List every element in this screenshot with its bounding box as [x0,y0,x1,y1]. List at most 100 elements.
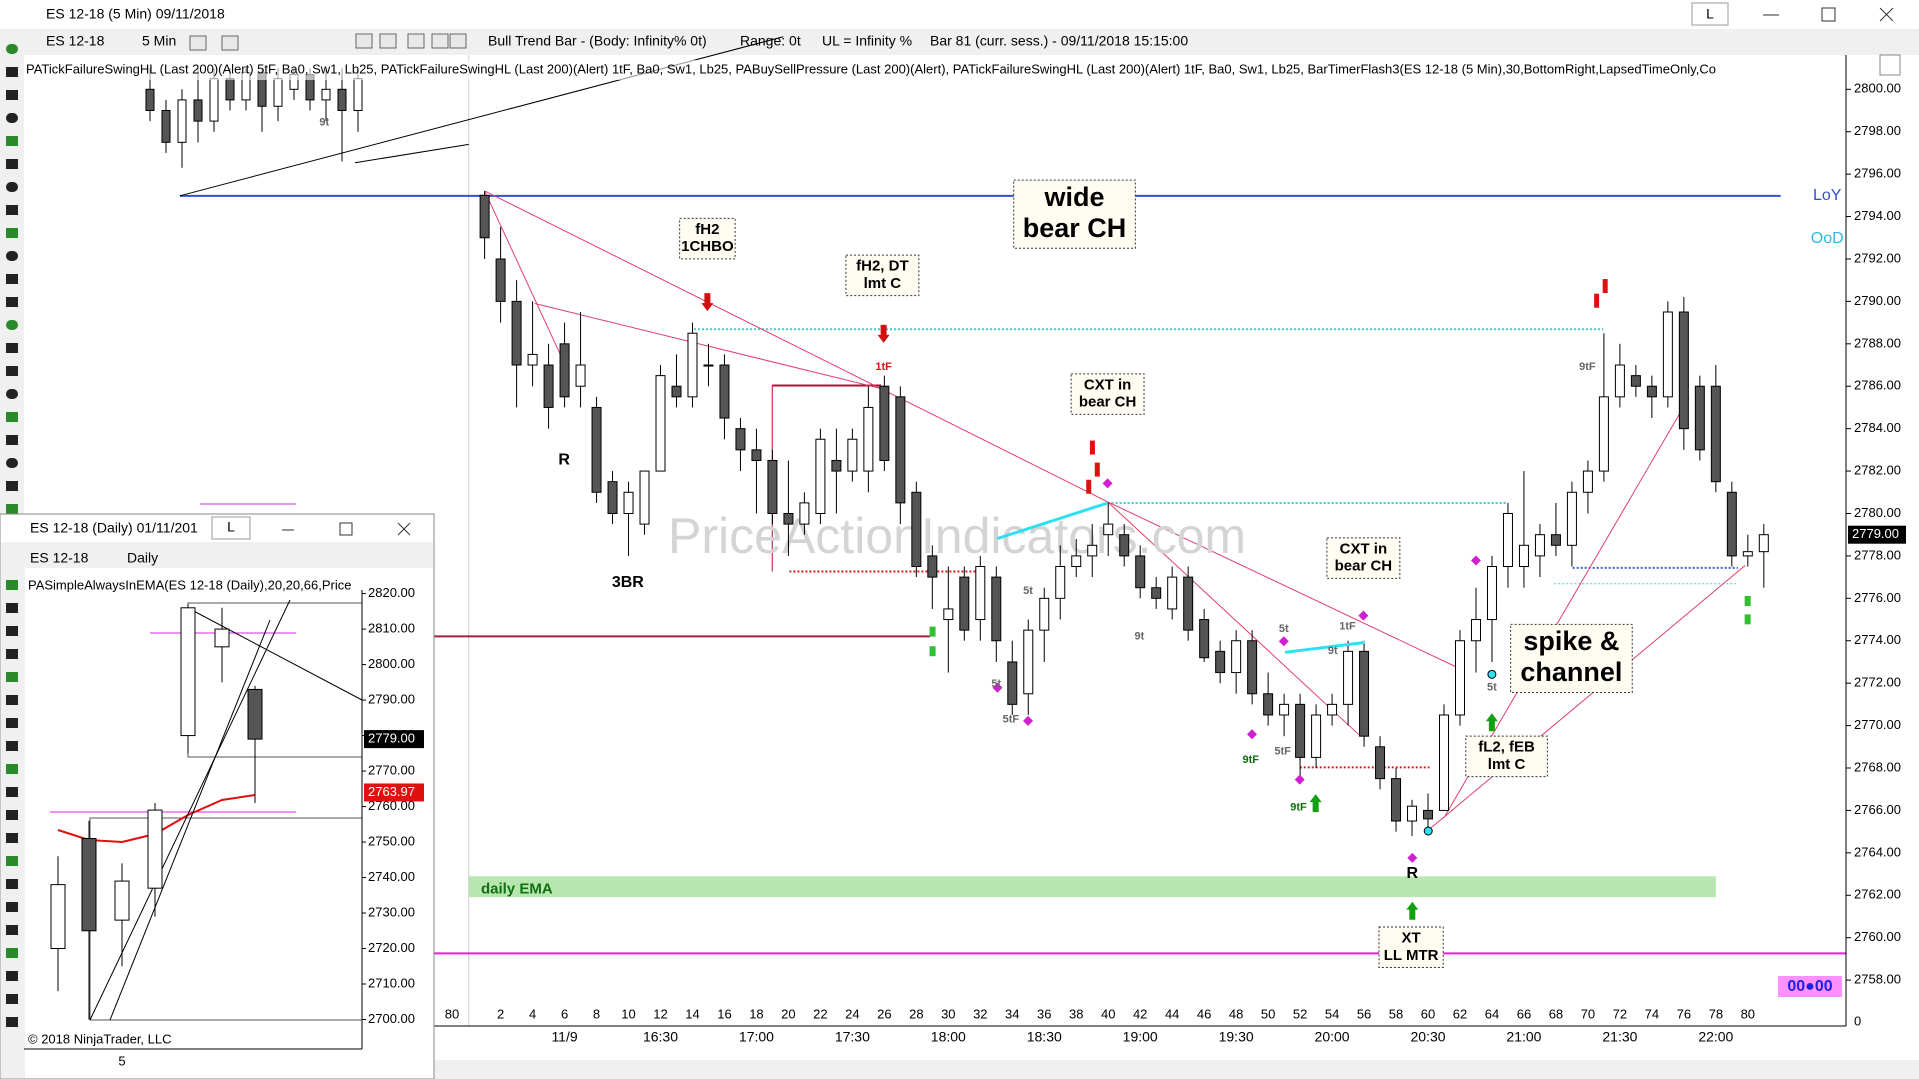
tool-icon[interactable] [6,695,18,705]
tool-icon[interactable] [6,67,18,77]
candle-body [655,375,666,472]
tool-icon[interactable] [6,389,18,399]
candle-body [1391,778,1402,822]
toolbar-icon[interactable] [379,33,397,49]
small-label: 1tF [1339,621,1356,633]
tool-icon[interactable] [6,113,18,123]
tool-icon[interactable] [6,902,18,912]
tool-icon[interactable] [6,504,18,514]
bar-number: 24 [845,1006,859,1021]
candle-body [1327,703,1338,716]
toolbar-text: UL = Infinity % [822,33,912,49]
candle-body [337,88,347,112]
time-label: 20:30 [1410,1029,1445,1045]
tool-icon[interactable] [6,672,18,682]
y-tick-label: 2794.00 [1854,208,1901,223]
toolbar-text: Range: 0t [740,33,801,49]
tool-icon[interactable] [6,228,18,238]
tool-icon[interactable] [6,879,18,889]
toolbar-icon[interactable] [221,35,239,51]
toolbar-icon[interactable] [407,33,425,49]
link-label[interactable]: L [1706,6,1714,22]
tool-icon[interactable] [6,833,18,843]
tool-icon[interactable] [6,205,18,215]
toolbar-icon[interactable] [189,35,207,51]
y-tick-label: 2772.00 [1854,675,1901,690]
candle-body [1566,491,1577,546]
candle-body [671,385,682,398]
candle-body [815,438,826,514]
time-label: 16:30 [643,1029,678,1045]
chart-label: daily EMA [481,881,553,898]
annotation-box [1378,926,1444,969]
candle-body [607,481,618,514]
toolbar-icon[interactable] [431,33,449,49]
daily-toolbar [1,542,433,568]
candle-body [145,88,155,112]
tool-icon[interactable] [6,856,18,866]
tool-icon[interactable] [6,1017,18,1027]
tool-icon[interactable] [6,925,18,935]
tool-icon[interactable] [6,136,18,146]
tool-icon[interactable] [6,810,18,820]
tool-icon[interactable] [6,603,18,613]
tool-icon[interactable] [6,626,18,636]
tool-icon[interactable] [6,182,18,192]
tool-icon[interactable] [6,412,18,422]
tool-icon[interactable] [6,741,18,751]
tool-icon[interactable] [6,481,18,491]
tool-icon[interactable] [6,44,18,54]
candle-body [687,332,698,398]
panel-toggle[interactable] [1879,54,1901,76]
toolbar-text[interactable]: 5 Min [142,33,176,49]
y-tick-label: 2760.00 [1854,929,1901,944]
tool-icon[interactable] [6,764,18,774]
tool-icon[interactable] [6,787,18,797]
candle-body [1550,534,1561,546]
tool-icon[interactable] [6,297,18,307]
daily-link[interactable] [211,516,251,540]
tool-icon[interactable] [6,649,18,659]
tool-icon[interactable] [6,90,18,100]
tool-icon[interactable] [6,718,18,728]
tool-icon[interactable] [6,366,18,376]
candle-body [959,576,970,631]
toolbar-icon[interactable] [355,33,373,49]
small-label: 5t [1023,585,1033,597]
daily-interval[interactable]: Daily [127,550,158,566]
tool-icon[interactable] [6,580,18,590]
daily-link-label[interactable]: L [227,519,235,535]
candle-body [719,364,730,419]
close[interactable] [1879,7,1894,22]
daily-maximize[interactable] [339,522,353,536]
daily-instrument[interactable]: ES 12-18 [30,550,89,566]
tool-icon[interactable] [6,159,18,169]
tool-icon[interactable] [6,251,18,261]
tool-icon[interactable] [6,343,18,353]
candle-body [214,628,230,648]
candle-body [1359,650,1370,737]
tool-icon[interactable] [6,948,18,958]
y-tick-label: 2710.00 [368,975,415,990]
tool-icon[interactable] [6,458,18,468]
daily-close[interactable] [397,522,411,536]
tool-icon[interactable] [6,435,18,445]
toolbar-text[interactable]: ES 12-18 [46,33,105,49]
maximize[interactable] [1821,7,1836,22]
candle-body [180,607,196,737]
y-tick-label: 2750.00 [368,833,415,848]
candle-body [991,576,1002,642]
daily-indicator: PASimpleAlwaysInEMA(ES 12-18 (Daily),20,… [28,577,351,592]
link-button[interactable] [1691,2,1729,26]
scrollbar[interactable] [0,1060,1919,1079]
candle-body [1470,619,1481,642]
tool-icon[interactable] [6,971,18,981]
toolbar-icon[interactable] [449,33,467,49]
tool-icon[interactable] [6,994,18,1004]
daily-window: ES 12-18 (Daily) 01/11/201 L ES 12-18 Daily… [0,503,435,1079]
time-label: 21:30 [1602,1029,1637,1045]
bar-number: 60 [1421,1006,1435,1021]
tool-icon[interactable] [6,320,18,330]
candle-body [1407,805,1418,822]
tool-icon[interactable] [6,274,18,284]
